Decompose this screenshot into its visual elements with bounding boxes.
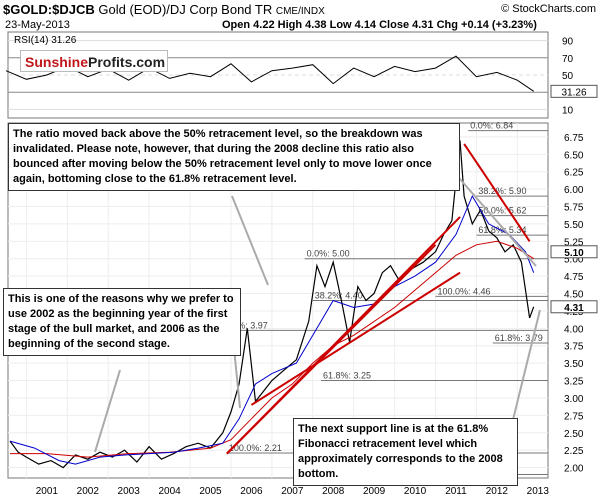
year-tick-label: 2010 [404,486,427,497]
ma-short-line [9,194,535,465]
year-tick-label: 2013 [527,486,550,497]
chart-header: $GOLD:$DJCB Gold (EOD)/DJ Corp Bond TR C… [3,2,325,17]
watermark: © StockCharts.com [501,3,596,15]
price-label-box [550,300,598,314]
rsi-last-box [550,84,598,98]
rsi-last-label: 31.26 [561,87,586,98]
rsi-line [5,55,534,92]
price-line [9,140,535,469]
exchange-label: CME/INDX [275,6,325,17]
symbol-label: $GOLD:$DJCB [3,2,95,17]
date-label: 23-May-2013 [5,19,70,31]
fib-level-label: 50.0%: 5.62 [478,206,526,216]
price-tick-label: 2.75 [564,411,584,422]
annotation-pointer [94,369,121,453]
trendline [463,143,531,242]
price-tick-label: 6.00 [564,185,584,196]
brand-logo: SunshineProfits.com [20,50,168,72]
fib-level-label: 38.2%: 5.90 [478,186,526,196]
fib-level-label: 0.0%: 3.97 [225,320,268,330]
annotation-pointer [451,169,537,267]
price-tick-label: 6.25 [564,168,584,179]
fib-level-label: 38.2%: 4.40 [315,291,363,301]
price-tick-label: 3.00 [564,394,584,405]
price-tick-label: 3.25 [564,377,584,388]
rsi-tick-label: 90 [562,37,574,48]
price-tick-label: 2.50 [564,429,584,440]
year-tick-label: 2001 [36,486,59,497]
year-tick-label: 2003 [118,486,141,497]
annotation-left: This is one of the reasons why we prefer… [3,288,241,356]
rsi-tick-label: 10 [562,105,574,116]
rsi-title: RSI(14) 31.26 [14,35,77,46]
fib-level-label: 61.8%: 3.25 [323,371,371,381]
annotation-bottom: The next support line is at the 61.8% Fi… [293,418,518,486]
fib-level-label: 0.0%: 6.84 [470,121,513,131]
price-tick-label: 5.75 [564,203,584,214]
fib-level-label: 100.0%: 4.46 [438,286,491,296]
year-tick-label: 2011 [445,486,467,497]
year-tick-label: 2004 [158,486,181,497]
price-tick-label: 3.50 [564,359,584,370]
trendline [250,271,461,406]
year-tick-label: 2009 [363,486,386,497]
price-label-box [550,245,598,259]
year-tick-label: 2012 [486,486,509,497]
fib-level-label: 0.0%: 5.00 [307,249,350,259]
annotation-pointer [231,195,269,286]
rsi-tick-label: 70 [562,54,574,65]
price-tick-label: 4.75 [564,272,584,283]
year-tick-label: 2008 [322,486,345,497]
trendline [226,244,437,455]
price-label: 4.31 [564,303,584,314]
price-tick-label: 5.25 [564,237,584,248]
quote-label: Open 4.22 High 4.38 Low 4.14 Close 4.31 … [222,19,537,31]
price-label: 5.10 [564,248,584,259]
price-tick-label: 2.00 [564,464,584,475]
price-tick-label: 6.75 [564,133,584,144]
year-tick-label: 2006 [240,486,263,497]
fib-level-label: 100.0%: 2.21 [229,443,282,453]
year-tick-label: 2007 [281,486,304,497]
price-tick-label: 2.25 [564,446,584,457]
rsi-tick-label: 50 [562,71,574,82]
price-tick-label: 6.50 [564,150,584,161]
price-tick-label: 4.00 [564,324,584,335]
year-tick-label: 2005 [199,486,222,497]
price-tick-label: 5.00 [564,255,584,266]
description-label: Gold (EOD)/DJ Corp Bond TR [98,2,273,17]
price-tick-label: 4.50 [564,290,584,301]
brand-part-2: Profits.com [88,54,166,70]
fib-level-label: 61.8%: 3.79 [495,333,543,343]
annotation-top: The ratio moved back above the 50% retra… [8,123,460,191]
price-tick-label: 3.75 [564,342,584,353]
brand-part-1: Sunshine [25,54,89,70]
ma-long-line [10,240,534,458]
year-tick-label: 2002 [77,486,100,497]
price-tick-label: 5.50 [564,220,584,231]
fib-level-label: 61.8%: 5.34 [478,225,526,235]
